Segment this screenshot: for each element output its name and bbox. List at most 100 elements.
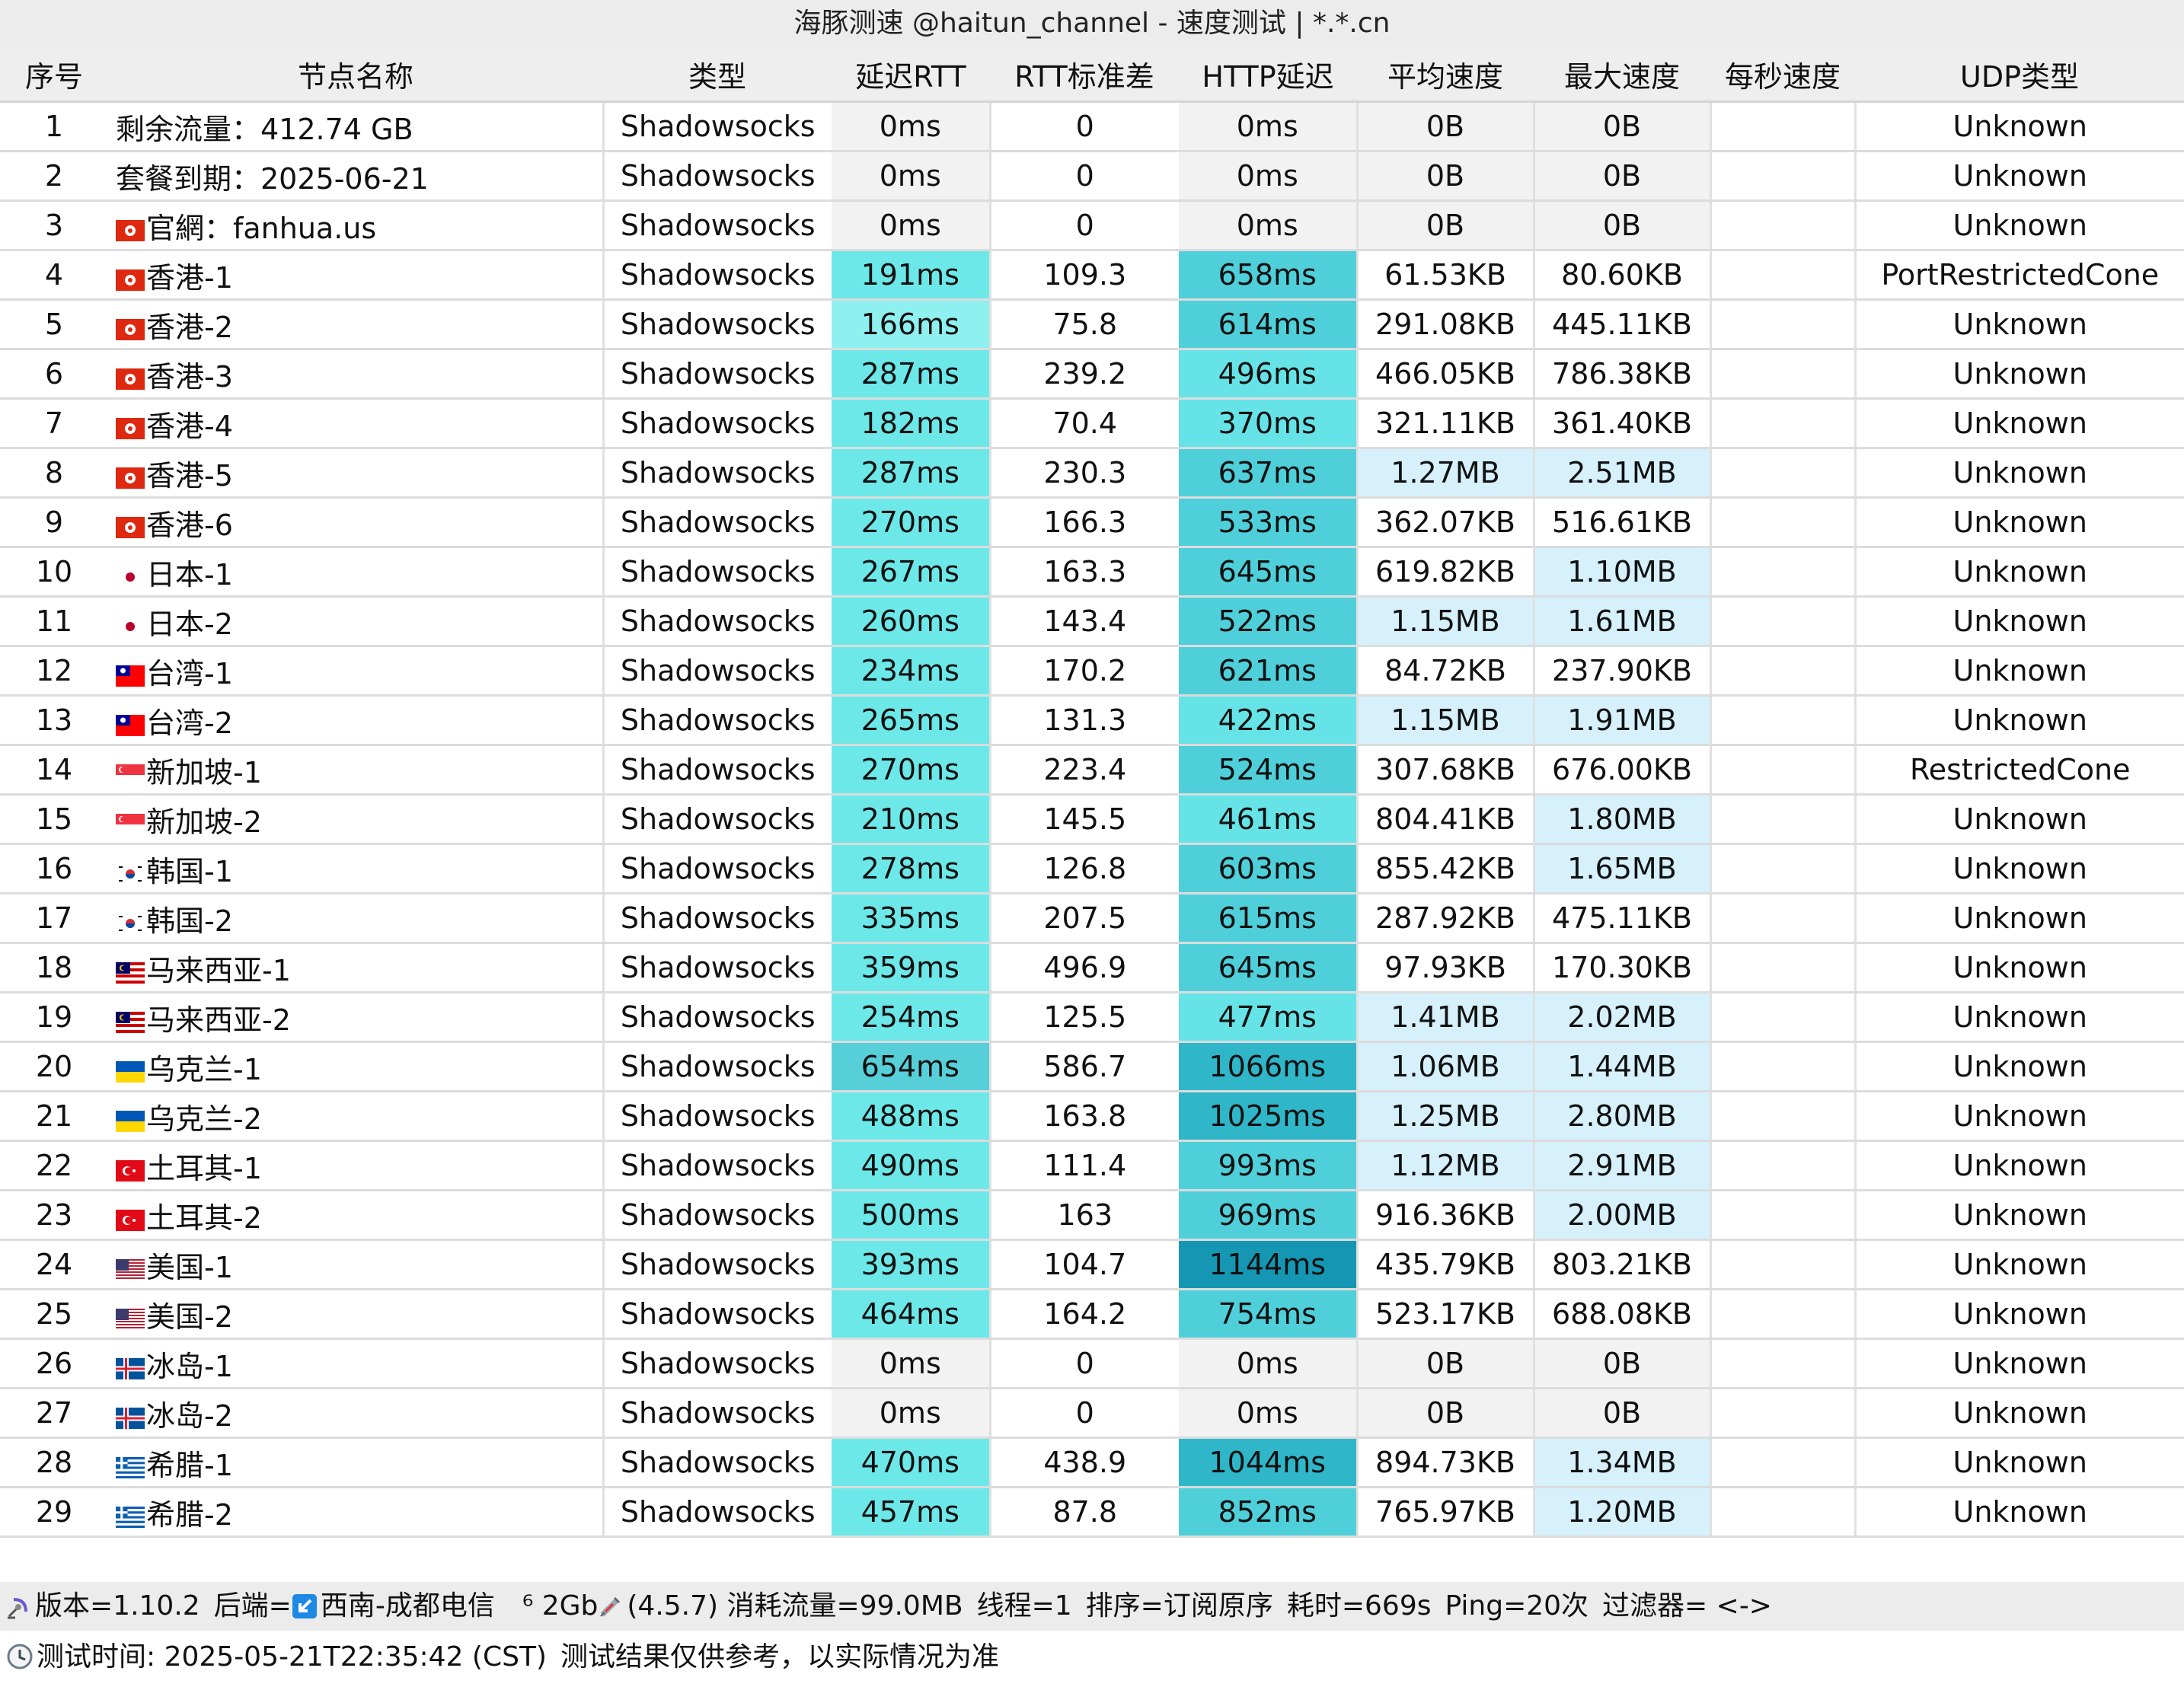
cell-per-second [1710,893,1857,944]
cell-node-name-text: 马来西亚-1 [146,953,291,987]
cell-type: Shadowsocks [603,547,832,598]
table-row[interactable]: 27 冰岛-2 Shadowsocks 0ms 0 0ms 0B 0B Unknown [0,1388,2184,1439]
cell-rtt-text: 457ms [861,1495,959,1529]
cell-max-speed: 0B [1534,1338,1712,1389]
cell-index: 29 [0,1487,108,1538]
column-header-http[interactable]: HTTP延迟 [1179,47,1357,103]
table-row[interactable]: 29 希腊-2 Shadowsocks 457ms 87.8 852ms 765.97KB 1… [0,1487,2184,1538]
cell-index-text: 15 [35,802,73,836]
table-row[interactable]: 6 香港-3 Shadowsocks 287ms 239.2 496ms 466.05KB 7… [0,349,2184,400]
cell-rtt-std-text: 0 [1075,1347,1094,1380]
cell-avg-speed: 61.53KB [1357,250,1535,301]
cell-type-text: Shadowsocks [620,357,816,391]
table-row[interactable]: 4 香港-1 Shadowsocks 191ms 109.3 658ms 61.53KB 80… [0,250,2184,301]
table-row[interactable]: 19 马来西亚-2 Shadowsocks 254ms 125.5 477ms 1.41MB… [0,992,2184,1043]
cell-per-second [1710,1437,1857,1488]
table-row[interactable]: 21 乌克兰-2 Shadowsocks 488ms 163.8 1025ms 1.25MB… [0,1091,2184,1142]
column-header-index[interactable]: 序号 [0,47,108,103]
cell-rtt-std-text: 230.3 [1043,456,1127,490]
cell-http-latency-text: 422ms [1218,703,1317,737]
cell-rtt-std: 586.7 [990,1041,1179,1092]
column-header-name[interactable]: 节点名称 [108,47,603,103]
cell-max-speed: 445.11KB [1534,299,1712,350]
table-row[interactable]: 17 韩国-2 Shadowsocks 335ms 207.5 615ms 287.92KB… [0,893,2184,944]
cell-http-latency-text: 533ms [1218,505,1317,539]
table-row[interactable]: 10 日本-1 Shadowsocks 267ms 163.3 645ms 619.82KB… [0,547,2184,598]
table-row[interactable]: 18 马来西亚-1 Shadowsocks 359ms 496.9 645ms 97.93K… [0,942,2184,993]
table-row[interactable]: 25 美国-2 Shadowsocks 464ms 164.2 754ms 523.17KB… [0,1289,2184,1340]
cell-index: 20 [0,1041,108,1092]
table-row[interactable]: 2 套餐到期：2025-06-21 Shadowsocks 0ms 0 0ms 0B 0B Un… [0,151,2184,202]
cell-index-text: 17 [35,901,73,935]
table-row[interactable]: 16 韩国-1 Shadowsocks 278ms 126.8 603ms 855.42KB… [0,844,2184,895]
cell-node-name-text: 韩国-1 [146,854,233,888]
cell-avg-speed: 466.05KB [1357,349,1535,400]
cell-type: Shadowsocks [603,101,832,152]
cell-udp-type-text: Unknown [1953,703,2087,737]
cell-rtt-std: 170.2 [990,646,1179,697]
cell-avg-speed-text: 1.41MB [1391,1000,1500,1034]
cell-http-latency-text: 621ms [1218,654,1317,687]
cell-type: Shadowsocks [603,646,832,697]
cell-udp-type: Unknown [1855,349,2184,400]
cell-type-text: Shadowsocks [620,505,816,539]
table-row[interactable]: 24 美国-1 Shadowsocks 393ms 104.7 1144ms 435.79K… [0,1239,2184,1290]
cell-rtt-std-text: 239.2 [1043,357,1127,391]
cell-http-latency: 0ms [1179,200,1359,251]
cell-node-name-text: 乌克兰-1 [146,1052,262,1086]
column-header-max-speed[interactable]: 最大速度 [1534,47,1710,103]
cell-rtt-std-text: 170.2 [1043,654,1127,687]
table-row[interactable]: 14 新加坡-1 Shadowsocks 270ms 223.4 524ms 307.68K… [0,745,2184,796]
cell-http-latency: 522ms [1179,596,1359,647]
table-row[interactable]: 12 台湾-1 Shadowsocks 234ms 170.2 621ms 84.72KB 2… [0,646,2184,697]
cell-rtt-text: 267ms [861,555,959,588]
column-header-rtt[interactable]: 延迟RTT [832,47,990,103]
table-row[interactable]: 26 冰岛-1 Shadowsocks 0ms 0 0ms 0B 0B Unknown [0,1338,2184,1389]
flag-ua-icon [116,1056,145,1083]
table-row[interactable]: 5 香港-2 Shadowsocks 166ms 75.8 614ms 291.08KB 44… [0,299,2184,350]
cell-udp-type: Unknown [1855,1289,2184,1340]
cell-node-name: 新加坡-2 [108,794,605,845]
cell-avg-speed-text: 84.72KB [1384,654,1506,687]
table-row[interactable]: 13 台湾-2 Shadowsocks 265ms 131.3 422ms 1.15MB 1.… [0,695,2184,746]
cell-avg-speed: 287.92KB [1357,893,1535,944]
cell-type-text: Shadowsocks [620,1198,816,1232]
cell-udp-type-text: Unknown [1953,110,2087,143]
cell-type: Shadowsocks [603,893,832,944]
table-row[interactable]: 28 希腊-1 Shadowsocks 470ms 438.9 1044ms 894.73K… [0,1437,2184,1488]
cell-avg-speed-text: 321.11KB [1375,407,1515,440]
cell-index-text: 2 [44,159,64,193]
column-header-avg-speed[interactable]: 平均速度 [1357,47,1534,103]
table-row[interactable]: 7 香港-4 Shadowsocks 182ms 70.4 370ms 321.11KB 36… [0,398,2184,449]
cell-udp-type-text: Unknown [1953,1495,2087,1529]
table-row[interactable]: 9 香港-6 Shadowsocks 270ms 166.3 533ms 362.07KB 5… [0,497,2184,548]
table-row[interactable]: 20 乌克兰-1 Shadowsocks 654ms 586.7 1066ms 1.06MB… [0,1041,2184,1092]
cell-node-name: 马来西亚-1 [108,942,605,993]
cell-http-latency: 615ms [1179,893,1359,944]
cell-http-latency: 1025ms [1179,1091,1359,1142]
column-header-udp[interactable]: UDP类型 [1855,47,2184,103]
column-header-type[interactable]: 类型 [603,47,832,103]
table-row[interactable]: 8 香港-5 Shadowsocks 287ms 230.3 637ms 1.27MB 2.5… [0,448,2184,499]
cell-rtt-text: 359ms [861,951,959,984]
cell-rtt-std: 87.8 [990,1487,1179,1538]
table-row[interactable]: 3 官網：fanhua.us Shadowsocks 0ms 0 0ms 0B 0B Unkno… [0,200,2184,251]
cell-type: Shadowsocks [603,1140,832,1191]
cell-max-speed-text: 237.90KB [1552,654,1692,687]
cell-node-name-text: 冰岛-1 [146,1349,233,1383]
cell-udp-type-text: Unknown [1953,1396,2087,1430]
table-row[interactable]: 22 土耳其-1 Shadowsocks 490ms 111.4 993ms 1.12MB 2… [0,1140,2184,1191]
cell-rtt-std-text: 163.3 [1043,555,1127,588]
table-row[interactable]: 23 土耳其-2 Shadowsocks 500ms 163 969ms 916.36KB 2… [0,1190,2184,1241]
cell-rtt: 267ms [832,547,991,598]
table-row[interactable]: 15 新加坡-2 Shadowsocks 210ms 145.5 461ms 804.41K… [0,794,2184,845]
cell-avg-speed-text: 1.27MB [1391,456,1500,490]
cell-per-second [1710,1140,1857,1191]
cell-http-latency-text: 645ms [1218,951,1317,984]
table-row[interactable]: 11 日本-2 Shadowsocks 260ms 143.4 522ms 1.15MB 1.… [0,596,2184,647]
column-header-rtt-std[interactable]: RTT标准差 [990,47,1179,103]
column-header-per-second[interactable]: 每秒速度 [1710,47,1855,103]
table-row[interactable]: 1 剩余流量：412.74 GB Shadowsocks 0ms 0 0ms 0B 0B Unk… [0,101,2184,152]
flag-hk-icon [116,314,145,340]
cell-node-name: 乌克兰-2 [108,1091,605,1142]
